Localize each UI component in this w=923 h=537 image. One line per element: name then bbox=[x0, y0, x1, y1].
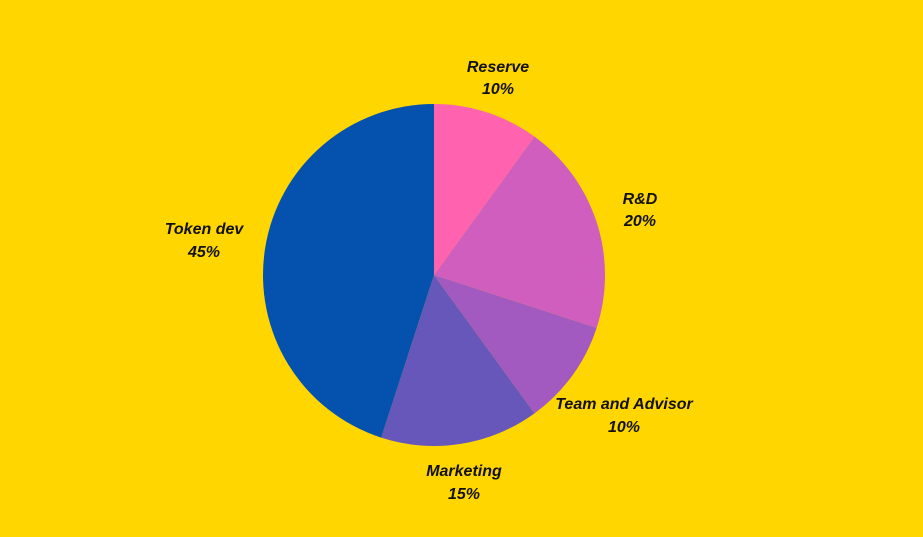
pie-slice-token-dev bbox=[263, 104, 434, 438]
label-team-advisor-pct: 10% bbox=[608, 419, 640, 436]
label-marketing-name: Marketing bbox=[426, 463, 502, 480]
label-reserve-name: Reserve bbox=[467, 59, 529, 76]
label-rnd-pct: 20% bbox=[623, 213, 656, 230]
pie-slice-team-and-advisor bbox=[434, 275, 597, 414]
label-team-advisor-name: Team and Advisor bbox=[555, 396, 693, 413]
label-reserve-pct: 10% bbox=[482, 81, 514, 98]
pie-slice-reserve bbox=[434, 104, 535, 275]
label-token-dev-name: Token dev bbox=[165, 221, 245, 238]
pie-slices bbox=[263, 104, 605, 446]
pie-slice-marketing bbox=[381, 275, 535, 446]
label-rnd-name: R&D bbox=[623, 191, 658, 208]
label-marketing-pct: 15% bbox=[448, 486, 480, 503]
label-token-dev-pct: 45% bbox=[187, 244, 220, 261]
pie-labels: Reserve 10% R&D 20% Team and Advisor 10%… bbox=[165, 59, 694, 503]
pie-slice-r-d bbox=[434, 136, 605, 328]
